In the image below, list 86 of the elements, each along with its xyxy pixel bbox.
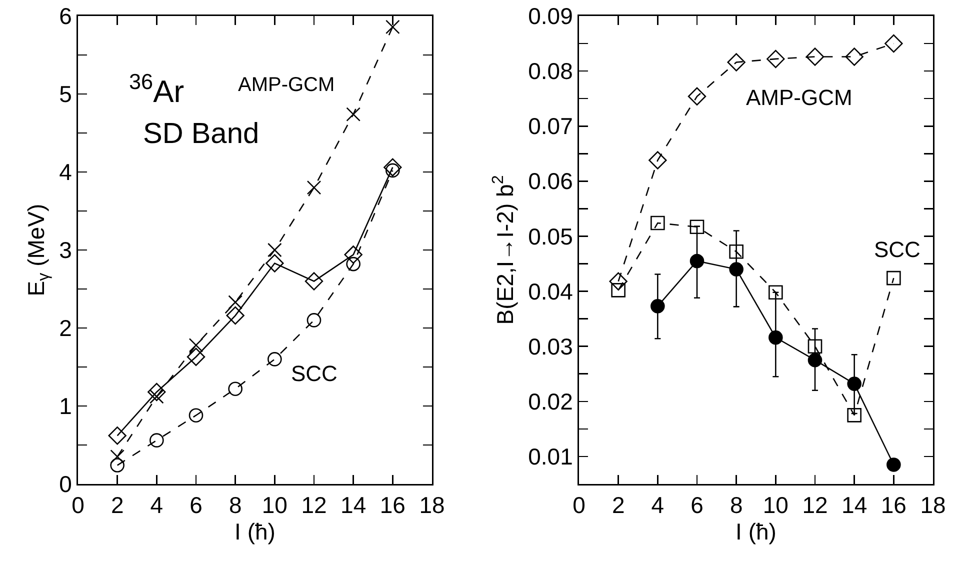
x-tick-label: 16	[880, 492, 906, 518]
point	[847, 408, 862, 422]
x-axis-title: I (ħ)	[736, 518, 776, 544]
annotation: AMP-GCM	[746, 85, 852, 110]
point	[808, 352, 822, 368]
y-tick-label: 0.02	[528, 388, 573, 414]
annotation: $^{36}$Ar	[129, 69, 184, 110]
x-tick-label: 6	[190, 492, 202, 518]
point	[884, 34, 903, 53]
x-tick-label: 4	[150, 492, 164, 518]
x-tick-label: 10	[762, 492, 788, 518]
point	[150, 433, 164, 448]
annotation: SCC	[291, 361, 338, 386]
point	[727, 53, 746, 72]
x-tick-label: 10	[262, 492, 288, 518]
y-tick-label: 3	[59, 237, 72, 264]
x-tick-label: 8	[228, 492, 242, 518]
y-tick-label: 0.03	[528, 333, 573, 360]
point	[808, 339, 822, 354]
x-tick-label: 4	[651, 492, 664, 518]
x-tick-label: 12	[802, 492, 828, 518]
x-tick-label: 16	[380, 492, 406, 518]
annotation: SCC	[874, 237, 921, 262]
point	[690, 220, 704, 234]
point	[690, 254, 704, 268]
x-tick-label: 18	[920, 492, 946, 518]
point	[729, 244, 744, 259]
point	[766, 50, 785, 68]
y-tick-label: 2	[59, 315, 72, 342]
point	[648, 151, 667, 170]
point	[266, 254, 284, 272]
point	[226, 306, 244, 325]
point	[729, 262, 744, 276]
point	[650, 299, 665, 314]
point	[886, 458, 901, 472]
point	[188, 408, 204, 423]
point	[306, 180, 322, 195]
point	[386, 20, 400, 34]
y-tick-label: 6	[59, 3, 72, 30]
point	[188, 338, 204, 352]
point	[847, 376, 862, 391]
point	[148, 382, 166, 402]
point	[306, 313, 322, 328]
x-tick-label: 8	[730, 492, 743, 518]
point	[228, 295, 242, 310]
y-tick-label: 0.01	[528, 444, 573, 470]
point	[384, 158, 402, 176]
point	[609, 272, 628, 290]
x-tick-label: 12	[301, 492, 327, 518]
point	[344, 246, 362, 264]
y-tick-label: 0.08	[528, 58, 573, 84]
y-tick-label: 0	[59, 471, 72, 498]
point	[108, 426, 126, 445]
y-tick-label: 0.07	[528, 113, 573, 140]
point	[650, 216, 665, 230]
x-tick-label: 2	[110, 492, 124, 518]
x-tick-label: 14	[340, 492, 366, 518]
y-tick-label: 0.04	[528, 278, 574, 304]
x-axis-title: I (ħ)	[234, 518, 276, 544]
point	[304, 272, 324, 290]
annotation: AMP-GCM	[238, 74, 335, 96]
point	[611, 283, 626, 298]
y-tick-label: 1	[59, 393, 72, 420]
point	[886, 270, 901, 286]
point	[845, 48, 864, 66]
point	[688, 87, 706, 106]
y-tick-label: 0.06	[528, 168, 573, 194]
x-tick-label: 6	[690, 492, 704, 518]
point	[346, 107, 360, 122]
point	[768, 285, 783, 300]
point	[110, 458, 124, 472]
x-tick-label: 2	[612, 492, 625, 518]
point	[268, 242, 282, 258]
point	[186, 348, 206, 366]
point	[806, 48, 824, 66]
y-tick-label: 4	[59, 159, 72, 186]
x-tick-label: 14	[842, 492, 868, 518]
y-tick-label: 0.09	[528, 3, 573, 30]
point	[346, 256, 360, 272]
y-tick-label: 0.05	[528, 223, 573, 250]
x-tick-label: 18	[419, 492, 445, 518]
point	[768, 330, 783, 345]
y-tick-label: 5	[59, 81, 72, 108]
annotation: SD Band	[143, 118, 260, 150]
point	[268, 352, 282, 366]
point	[228, 382, 242, 396]
